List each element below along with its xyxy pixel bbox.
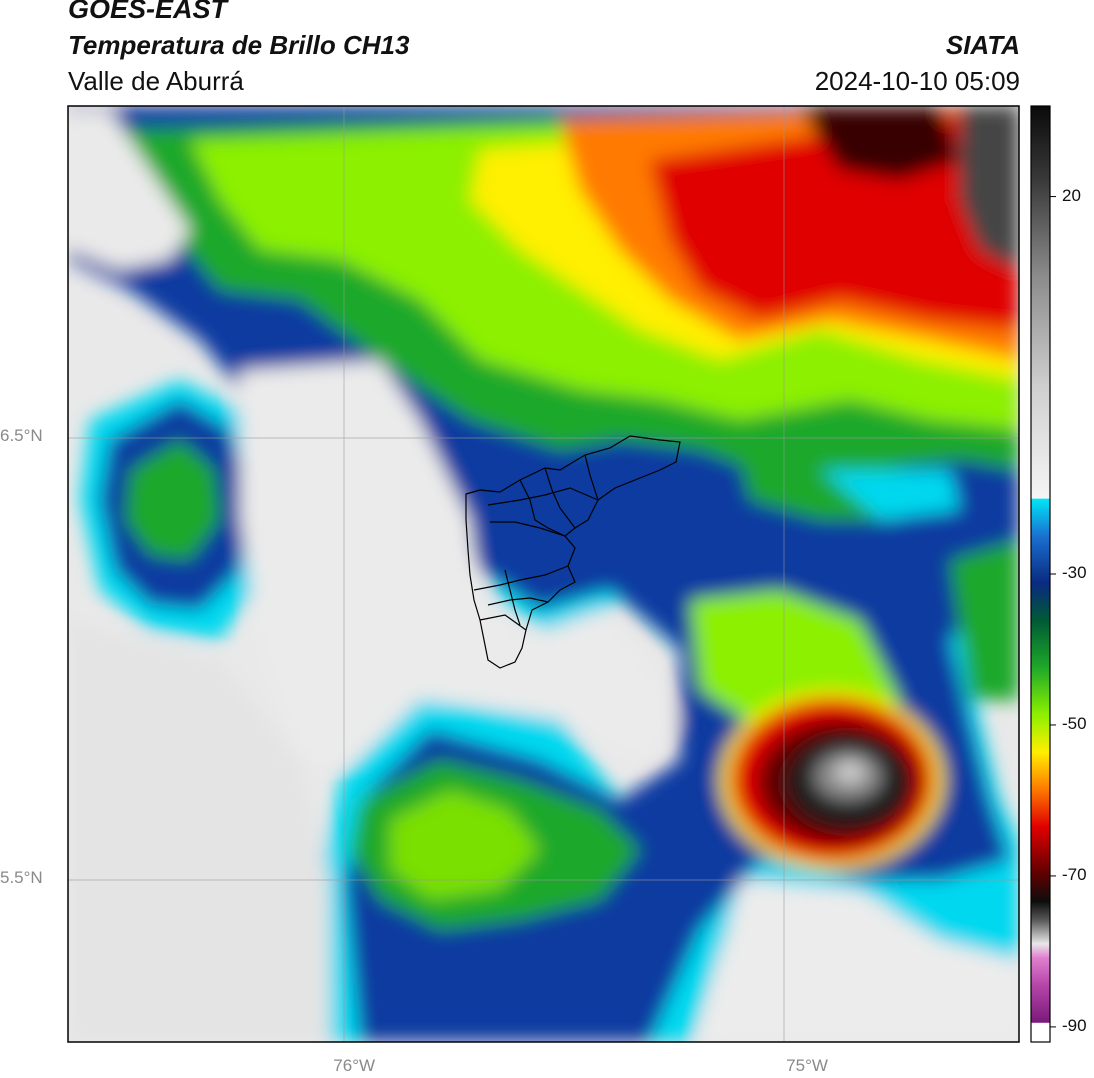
colorbar-ticks bbox=[1050, 196, 1056, 1028]
graticule bbox=[68, 106, 1019, 1042]
product-title: Temperatura de Brillo CH13 bbox=[68, 30, 410, 60]
municipality-boundaries bbox=[465, 435, 681, 669]
lon-tick-label: 76°W bbox=[333, 1056, 376, 1075]
satellite-title: GOES-EAST bbox=[68, 0, 228, 24]
colorbar-tick-label: -50 bbox=[1062, 713, 1087, 733]
region-subtitle: Valle de Aburrá bbox=[68, 66, 244, 96]
datetime-label: 2024-10-10 05:09 bbox=[814, 66, 1020, 96]
temperature-field bbox=[68, 106, 1019, 1042]
colorbar-tick-label: -70 bbox=[1062, 864, 1087, 884]
map-frame bbox=[67, 105, 1020, 1043]
agency-label: SIATA bbox=[945, 30, 1020, 60]
colorbar-tick-label: -30 bbox=[1062, 563, 1087, 582]
lon-tick-label: 75°W bbox=[786, 1056, 828, 1075]
colorbar-tick-label: 20 bbox=[1062, 185, 1081, 205]
colorbar bbox=[1030, 105, 1056, 1043]
lat-tick-label: 5.5°N bbox=[0, 867, 43, 887]
colorbar-tick-label: -90 bbox=[1062, 1015, 1087, 1035]
lat-tick-label: 6.5°N bbox=[0, 426, 43, 446]
